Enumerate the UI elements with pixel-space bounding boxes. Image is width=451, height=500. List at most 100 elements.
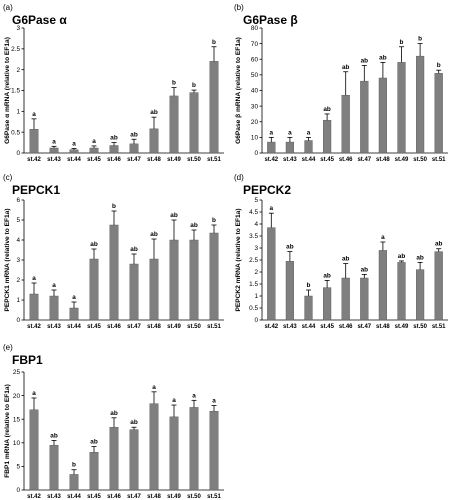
x-tick-label: st.51 (207, 157, 221, 163)
significance-label: ab (90, 241, 98, 248)
bar (169, 416, 179, 491)
significance-label: a (72, 294, 76, 301)
x-tick-label: st.45 (87, 157, 101, 163)
bar (397, 262, 406, 321)
y-tick-label: 5 (254, 197, 258, 204)
significance-label: ab (342, 256, 350, 263)
bar (49, 295, 59, 321)
x-tick-label: st.45 (320, 157, 334, 163)
panel-letter: (d) (234, 173, 244, 182)
significance-label: ab (361, 58, 369, 65)
bar (304, 295, 313, 321)
bar (149, 258, 159, 321)
y-tick-label: 2.5 (249, 257, 258, 264)
panel-letter: (b) (234, 3, 244, 12)
x-tick-label: st.48 (147, 157, 161, 163)
bar (109, 224, 119, 321)
x-tick-label: st.49 (395, 157, 409, 163)
bar (285, 261, 295, 321)
significance-label: b (172, 80, 176, 87)
significance-label: a (52, 282, 56, 289)
x-tick-label: st.42 (264, 324, 278, 330)
x-tick-label: st.50 (187, 324, 201, 330)
x-tick-label: st.50 (413, 324, 427, 330)
bar (285, 141, 295, 154)
y-tick-label: 5 (16, 217, 20, 224)
y-tick-label: 0 (254, 317, 258, 324)
significance-label: a (32, 275, 36, 282)
chart-panel-4: (d)PEPCK2 PEPCK2 mRNA (relative to EF1a) 0… (234, 173, 448, 330)
x-tick-label: st.44 (67, 324, 81, 330)
y-tick-label: 10 (251, 135, 259, 142)
bar (209, 410, 219, 491)
x-tick-label: st.46 (339, 157, 353, 163)
y-axis-label: G6Pase α mRNA (relative to EF1a) (4, 37, 11, 144)
significance-label: b (400, 39, 404, 46)
significance-label: a (152, 384, 156, 391)
y-tick-label: 25 (13, 369, 21, 376)
x-tick-label: st.46 (107, 157, 121, 163)
y-tick-label: 70 (251, 41, 259, 48)
y-tick-label: 0 (16, 487, 20, 494)
bar (109, 145, 119, 154)
x-tick-label: st.45 (320, 324, 334, 330)
bar (109, 427, 119, 491)
significance-label: b (437, 62, 441, 69)
x-tick-label: st.48 (147, 324, 161, 330)
bar (89, 452, 99, 491)
significance-label: ab (416, 254, 424, 261)
bar (341, 94, 350, 154)
x-tick-label: st.45 (87, 324, 101, 330)
y-tick-label: 1 (16, 297, 20, 304)
bar (129, 263, 139, 321)
y-tick-label: 3 (16, 257, 20, 264)
significance-label: a (307, 129, 311, 136)
significance-label: ab (379, 54, 387, 61)
y-tick-label: 30 (251, 103, 259, 110)
x-tick-label: st.50 (187, 157, 201, 163)
y-tick-label: 0 (16, 150, 20, 157)
significance-label: ab (110, 410, 118, 417)
significance-label: ab (110, 135, 118, 142)
bar (209, 232, 219, 321)
significance-label: b (418, 36, 422, 43)
significance-label: a (212, 398, 216, 405)
significance-label: b (307, 282, 311, 289)
bar (209, 61, 219, 154)
y-tick-label: 6 (16, 197, 20, 204)
significance-label: a (270, 129, 274, 136)
x-tick-label: st.48 (147, 494, 161, 500)
x-tick-label: st.48 (376, 157, 390, 163)
significance-label: a (72, 140, 76, 147)
bar (69, 149, 79, 154)
x-tick-label: st.44 (67, 157, 81, 163)
bar (341, 277, 350, 321)
bar (189, 407, 199, 491)
significance-label: ab (323, 272, 331, 279)
x-tick-label: st.45 (87, 494, 101, 500)
significance-label: a (172, 397, 176, 404)
y-tick-label: 4 (16, 237, 20, 244)
bar (378, 77, 388, 154)
bar (69, 307, 79, 321)
significance-label: ab (342, 64, 350, 71)
y-tick-label: 3 (254, 245, 258, 252)
y-tick-label: 40 (251, 88, 259, 95)
x-tick-label: st.46 (107, 324, 121, 330)
significance-label: ab (170, 212, 178, 219)
y-tick-label: 2 (254, 269, 258, 276)
bar (415, 55, 425, 154)
chart-title: PEPCK2 (243, 183, 291, 197)
y-axis-label: G6Pase β mRNA (relative to EF1a) (235, 37, 242, 144)
significance-label: b (212, 217, 216, 224)
x-tick-label: st.49 (167, 324, 181, 330)
bar (69, 474, 79, 491)
y-tick-label: 5 (16, 464, 20, 471)
y-tick-label: 0 (254, 150, 258, 157)
chart-panel-1: (a)G6Pase α G6Pase α mRNA (relative to EF… (3, 3, 224, 163)
bar (360, 277, 369, 321)
y-tick-label: 20 (251, 119, 259, 126)
y-tick-label: 1 (254, 293, 258, 300)
bar (29, 409, 39, 491)
y-tick-label: 0.5 (11, 129, 20, 136)
